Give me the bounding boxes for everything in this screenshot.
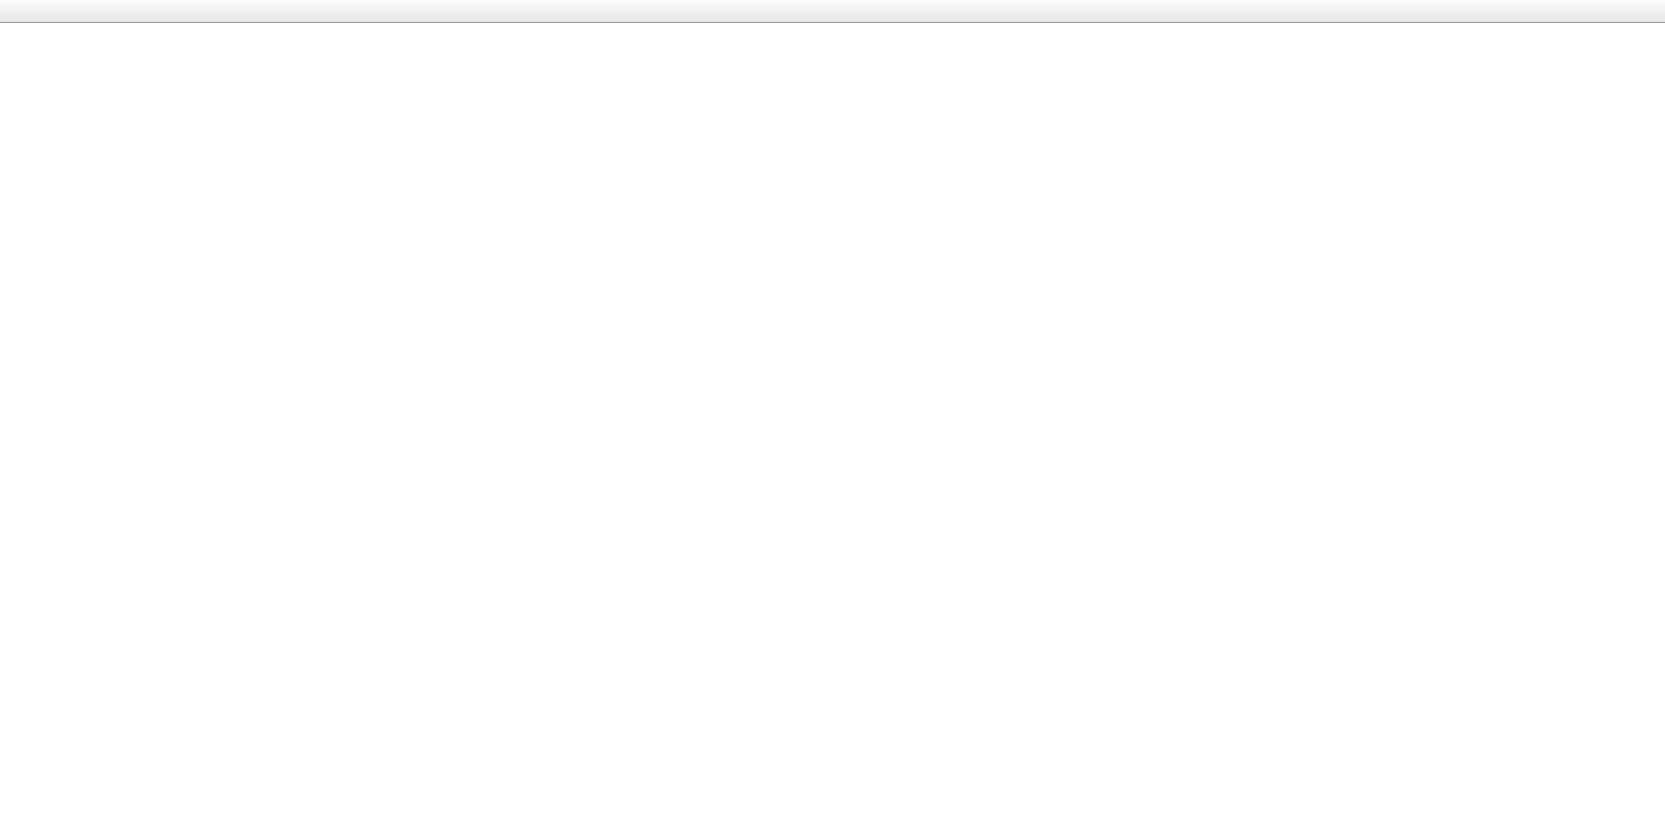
- rsi-panel-label: [6, 711, 11, 722]
- chart-title: [7, 29, 18, 40]
- main-toolbar: [0, 0, 1665, 23]
- macd-panel-label: [6, 592, 16, 603]
